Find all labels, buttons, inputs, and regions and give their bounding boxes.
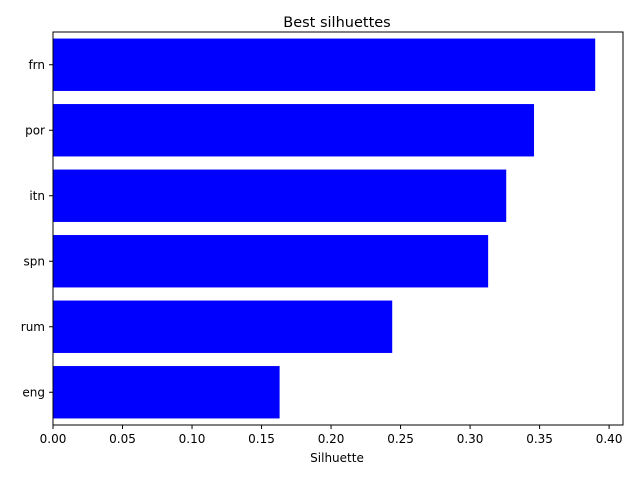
bar-rum: [53, 300, 393, 353]
chart-title: Best silhuettes: [283, 15, 390, 31]
x-tick-label-5: 0.25: [387, 432, 414, 446]
bars-layer: [53, 38, 596, 419]
x-tick-label-7: 0.35: [526, 432, 553, 446]
x-tick-label-8: 0.40: [596, 432, 623, 446]
x-tick-label-2: 0.10: [179, 432, 206, 446]
y-tick-label-itn: itn: [29, 189, 45, 203]
y-tick-label-spn: spn: [24, 254, 45, 268]
x-tick-label-0: 0.00: [40, 432, 67, 446]
bar-frn: [53, 38, 596, 91]
bar-por: [53, 104, 535, 157]
y-axis-ticks: frn por itn spn rum eng: [21, 58, 53, 399]
bar-itn: [53, 169, 507, 222]
y-tick-label-eng: eng: [22, 385, 45, 399]
x-tick-label-4: 0.20: [318, 432, 345, 446]
x-axis-label: Silhuette: [310, 451, 364, 465]
x-axis-ticks: 0.00 0.05 0.10 0.15 0.20 0.25 0.30 0.35 0.40: [40, 425, 623, 446]
y-tick-label-frn: frn: [28, 58, 45, 72]
x-tick-label-3: 0.15: [248, 432, 275, 446]
plot-frame: [52, 31, 624, 426]
x-tick-label-1: 0.05: [109, 432, 136, 446]
bar-spn: [53, 235, 489, 288]
x-tick-label-6: 0.30: [457, 432, 484, 446]
bar-eng: [53, 366, 280, 419]
y-tick-label-rum: rum: [21, 320, 45, 334]
y-tick-label-por: por: [25, 123, 45, 137]
